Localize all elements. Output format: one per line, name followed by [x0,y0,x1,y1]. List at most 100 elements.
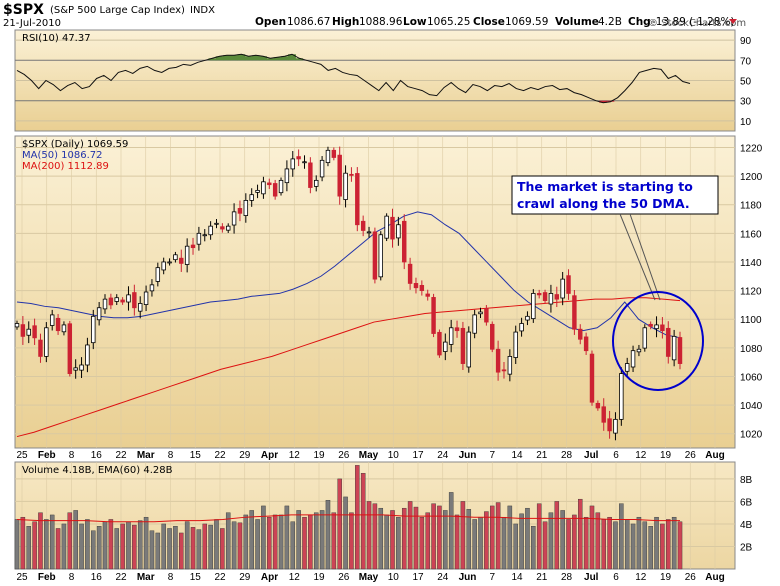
candle-body [484,308,489,323]
volume-x-tick-label: 19 [660,572,672,583]
volume-bar [495,502,501,570]
volume-bar [489,505,495,570]
candle-body [495,348,501,373]
candle-body [595,402,601,409]
rsi-tick-label: 70 [740,56,752,67]
volume-bar [454,514,460,570]
ohlc-summary: Open 1086.67 High 1088.96 Low 1065.25 Cl… [255,16,737,28]
volume-bar [32,521,37,570]
volume-bar [167,528,172,570]
volume-bar [566,519,571,570]
candle-body [654,324,659,330]
candle-body [26,328,31,336]
volume-bar [660,523,665,570]
candle-body [578,328,583,340]
candle-body [190,244,196,249]
candle-body [431,297,436,334]
volume-bar [14,519,20,570]
candle-body [572,295,577,330]
volume-bar [366,501,372,570]
annotation-box [511,175,719,215]
volume-tick-label: 4B [740,520,753,531]
candle-body [677,337,683,364]
volume-bar [114,528,119,570]
price-x-tick-label: Aug [705,450,724,461]
volume-x-tick-label: 6 [613,572,619,583]
candle-body [396,224,401,239]
price-x-tick-label: 24 [437,450,449,461]
volume-x-tick-label: 8 [69,572,75,583]
candle-body [454,327,460,332]
open-label: Open [255,16,286,28]
candle-body [284,168,290,184]
price-x-tick-label: 21 [536,450,548,461]
volume-bar [196,529,202,570]
price-x-tick-label: 12 [289,450,301,461]
volume-bar [296,510,301,570]
candle-body [636,348,642,353]
volume-x-tick-label: May [359,572,379,583]
candle-body [231,211,237,226]
price-x-tick-label: 6 [613,450,619,461]
chg-label: Chg [628,16,651,28]
volume-tick-label: 6B [740,497,753,508]
volume-bar [96,526,102,570]
volume-bar [255,519,260,570]
low-label: Low [403,16,427,28]
price-x-tick-label: Jun [459,450,477,461]
candle-body [513,331,518,358]
candle-body [255,189,260,193]
candle-body [249,194,254,201]
copyright: © StockCharts.com [648,18,746,29]
volume-bar [531,526,536,570]
candle-body [554,294,560,300]
candle-body [296,156,301,160]
price-x-tick-label: Apr [261,450,278,461]
candle-body [671,335,677,361]
open-value: 1086.67 [287,16,330,28]
volume-bar [378,507,384,570]
ma50-legend: MA(50) 1086.72 [22,150,103,161]
volume-bar [319,510,325,570]
volume-bar [583,516,589,570]
candle-body [560,278,565,299]
volume-bar [79,523,84,570]
volume-x-tick-label: Jul [584,572,599,583]
volume-bar [613,521,618,570]
candle-body [184,245,190,265]
candle-body [660,324,665,332]
candle-body [666,327,671,357]
candle-body [360,220,366,231]
candle-body [337,154,342,197]
volume-bar [243,514,249,570]
candle-body [402,220,407,263]
volume-bar [619,503,624,570]
volume-bar [173,526,178,570]
volume-bar [560,510,565,570]
volume-x-tick-label: Jun [459,572,477,583]
volume-bar [290,521,296,570]
candle-body [214,222,219,225]
candle-body [179,257,184,264]
volume-bar [337,478,342,570]
volume-bar [313,512,319,570]
ma50-line [16,211,681,339]
rsi-line [16,53,691,104]
candle-body [349,173,354,176]
price-x-tick-label: 28 [561,450,573,461]
candle-body [519,323,524,332]
candle-body [548,293,554,305]
candle-body [443,341,448,352]
volume-x-tick-label: 26 [685,572,697,583]
volume-bar [308,514,313,570]
candle-body [137,303,143,312]
candle-body [378,234,383,278]
candle-body [85,344,90,366]
volume-bar [331,512,337,570]
candle-body [648,323,653,327]
candle-body [308,162,313,188]
volume-bar [261,505,266,570]
volume-x-tick-label: 14 [511,572,523,583]
candle-body [226,225,231,231]
candle-body [314,179,319,187]
